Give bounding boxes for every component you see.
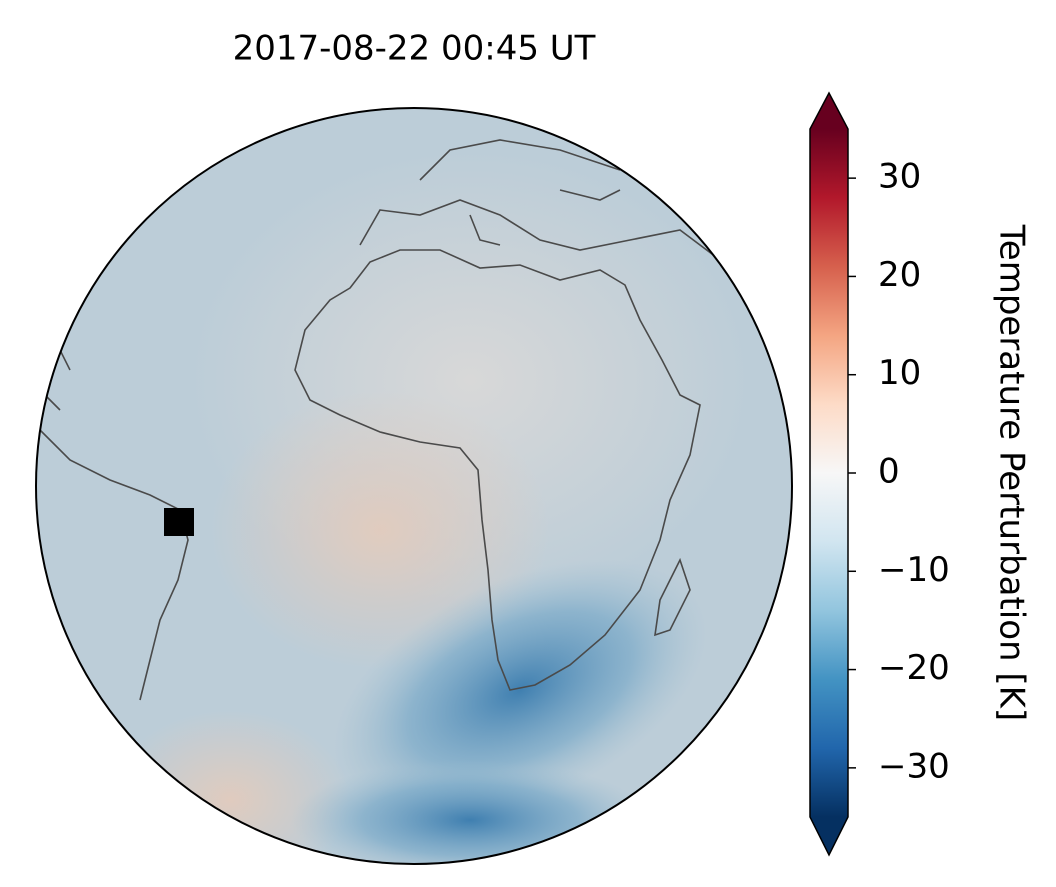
colorbar-tick-label: −20	[878, 648, 950, 688]
colorbar-tick-label: 0	[878, 452, 900, 492]
colorbar-tick-label: 30	[878, 157, 921, 197]
colorbar-extend-top	[810, 93, 848, 129]
globe-outline	[35, 107, 793, 865]
colorbar-tick-label: 10	[878, 353, 921, 393]
colorbar-tick-label: 20	[878, 255, 921, 295]
colorbar-tick-label: −10	[878, 550, 950, 590]
colorbar-outline	[809, 91, 849, 857]
globe	[36, 108, 792, 864]
colorbar-body	[810, 129, 848, 817]
colorbar-tick-label: −30	[878, 746, 950, 786]
colorbar: −30 −20 −10 0 10 20 30	[809, 91, 950, 857]
title: 2017-08-22 00:45 UT	[233, 29, 596, 69]
colorbar-extend-bottom	[810, 817, 848, 855]
colorbar-label: Temperature Perturbation [K]	[992, 224, 1032, 721]
